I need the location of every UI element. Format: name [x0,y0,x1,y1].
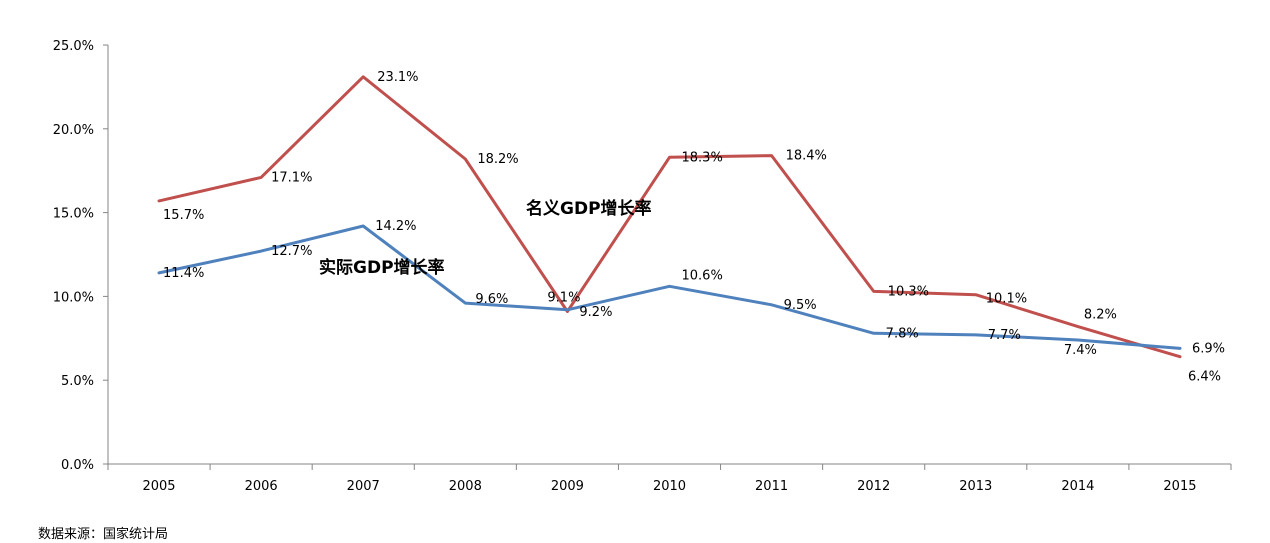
nominal-gdp-data-label: 9.1% [547,290,580,305]
y-tick-label: 20.0% [53,123,94,138]
series-lines [157,75,1182,359]
real-gdp-data-label: 12.7% [271,244,312,259]
data-labels: 15.7% 17.1% 23.1% 18.2% 9.1% 18.3% 18.4% 10.3% 1… [163,70,1225,385]
x-tick-label: 2014 [1061,479,1094,494]
nominal-gdp-data-label: 15.7% [163,208,204,223]
nominal-gdp-data-label: 8.2% [1084,308,1117,323]
x-axis-ticks: 2005 2006 2007 2008 2009 2010 2011 2012 2013 2014… [107,464,1232,494]
y-tick-label: 15.0% [53,207,94,222]
y-tick-label: 5.0% [61,374,94,389]
real-gdp-data-label: 9.2% [579,305,612,320]
real-gdp-data-label: 9.6% [475,292,508,307]
x-tick-label: 2015 [1163,479,1196,494]
nominal-gdp-line [157,75,1182,359]
real-gdp-data-label: 14.2% [375,219,416,234]
x-tick-label: 2008 [449,479,482,494]
nominal-gdp-data-label: 17.1% [271,170,312,185]
y-tick-label: 25.0% [53,39,94,54]
x-tick-label: 2012 [857,479,890,494]
nominal-gdp-data-label: 18.3% [682,150,723,165]
y-tick-label: 10.0% [53,290,94,305]
x-tick-label: 2013 [959,479,992,494]
real-gdp-line [157,224,1182,350]
nominal-gdp-data-label: 10.3% [888,284,929,299]
nominal-gdp-data-label: 10.1% [986,292,1027,307]
x-tick-label: 2006 [245,479,278,494]
nominal-gdp-data-label: 18.4% [786,149,827,164]
nominal-gdp-data-label: 23.1% [377,70,418,85]
real-gdp-data-label: 11.4% [163,266,204,281]
y-axis-ticks: 0.0% 5.0% 10.0% 15.0% 20.0% 25.0% [53,39,108,473]
real-gdp-data-label: 7.7% [988,328,1021,343]
x-tick-label: 2010 [653,479,686,494]
nominal-gdp-data-label: 18.2% [477,152,518,167]
real-gdp-data-label: 7.8% [886,326,919,341]
real-gdp-data-label: 9.5% [784,298,817,313]
real-gdp-data-label: 10.6% [682,268,723,283]
x-tick-label: 2011 [755,479,788,494]
real-gdp-data-label: 7.4% [1064,343,1097,358]
real-gdp-data-label: 6.9% [1192,341,1225,356]
nominal-gdp-series-name: 名义GDP增长率 [526,198,652,219]
nominal-gdp-data-label: 6.4% [1188,370,1221,385]
real-gdp-series-name: 实际GDP增长率 [319,257,445,278]
x-tick-label: 2007 [347,479,380,494]
data-source-note: 数据来源：国家统计局 [38,527,169,542]
y-tick-label: 0.0% [61,458,94,473]
x-tick-label: 2009 [551,479,584,494]
x-tick-label: 2005 [142,479,175,494]
